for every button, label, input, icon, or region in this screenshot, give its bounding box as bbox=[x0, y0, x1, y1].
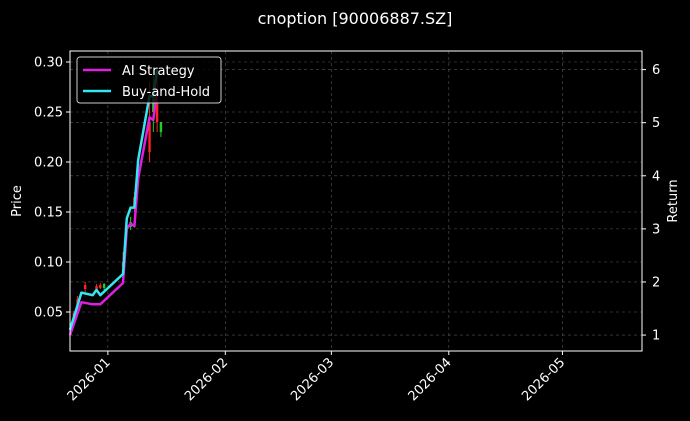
candle-body bbox=[102, 284, 106, 288]
y-tick-label-right: 4 bbox=[652, 169, 660, 184]
y-axis-left: 0.05 0.10 0.15 0.20 0.25 0.30 bbox=[34, 56, 70, 321]
x-tick-label: 2026-02 bbox=[182, 355, 231, 404]
candle-body bbox=[83, 285, 87, 289]
y-tick-label-right: 2 bbox=[652, 275, 660, 290]
y-tick-label-left: 0.05 bbox=[34, 306, 63, 321]
candlesticks bbox=[72, 72, 163, 321]
y-tick-label-right: 5 bbox=[652, 116, 660, 131]
candle-body bbox=[95, 286, 98, 289]
candle-body bbox=[148, 122, 151, 152]
y-axis-right: 1 2 3 4 5 6 bbox=[642, 63, 660, 344]
x-tick-label: 2026-01 bbox=[65, 355, 114, 404]
y-tick-label-left: 0.15 bbox=[34, 206, 63, 221]
y-tick-label-left: 0.10 bbox=[34, 256, 63, 271]
x-axis: 2026-01 2026-02 2026-03 2026-04 2026-05 bbox=[65, 351, 568, 404]
y-tick-label-left: 0.20 bbox=[34, 156, 63, 171]
legend-label-buy-and-hold: Buy-and-Hold bbox=[122, 85, 210, 100]
plot-frame bbox=[69, 50, 643, 352]
y-tick-label-right: 6 bbox=[652, 63, 660, 78]
chart-title: cnoption [90006887.SZ] bbox=[258, 9, 453, 28]
x-tick-label: 2026-04 bbox=[406, 355, 455, 404]
candle-body bbox=[159, 122, 163, 132]
legend-label-ai-strategy: AI Strategy bbox=[122, 64, 195, 79]
candle-body bbox=[99, 285, 102, 288]
y-tick-label-left: 0.25 bbox=[34, 106, 63, 121]
legend-box bbox=[76, 56, 222, 104]
y-tick-label-left: 0.30 bbox=[34, 56, 63, 71]
x-tick-label: 2026-03 bbox=[288, 355, 337, 404]
candle-body bbox=[155, 102, 159, 122]
y-tick-label-right: 3 bbox=[652, 222, 660, 237]
y-tick-label-right: 1 bbox=[652, 329, 660, 344]
y-axis-label-right: Return bbox=[666, 179, 681, 222]
legend: AI Strategy Buy-and-Hold bbox=[76, 56, 222, 104]
x-tick-label: 2026-05 bbox=[519, 355, 568, 404]
y-axis-label-left: Price bbox=[10, 185, 25, 217]
series-lines bbox=[68, 69, 159, 336]
grid-lines bbox=[70, 51, 642, 351]
